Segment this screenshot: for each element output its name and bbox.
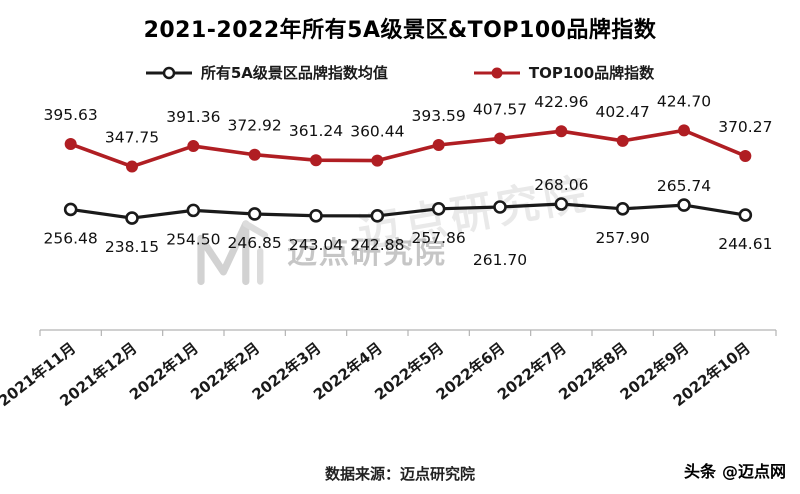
data-point-marker <box>126 160 138 173</box>
value-label: 372.92 <box>228 117 282 135</box>
value-label: 261.70 <box>473 251 527 269</box>
data-point-marker <box>677 198 691 212</box>
data-point-marker <box>187 140 200 153</box>
legend-item: 所有5A级景区品牌指数均值 <box>145 62 388 83</box>
watermark-text: 迈点研究院 <box>287 235 447 271</box>
data-point-marker <box>554 197 569 211</box>
data-source-note: 数据来源：迈点研究院 <box>324 465 475 483</box>
value-label: 422.96 <box>534 93 588 111</box>
data-point-marker <box>125 211 139 225</box>
data-point-marker <box>310 154 322 167</box>
value-label: 244.61 <box>718 235 772 253</box>
legend-marker-icon <box>473 67 520 78</box>
value-label: 265.74 <box>657 177 711 195</box>
publisher-credit: 头条 @迈点网 <box>684 458 786 482</box>
data-point-marker <box>371 154 384 167</box>
watermark: 迈点研究院 <box>193 202 447 297</box>
value-label: 268.06 <box>534 176 588 194</box>
watermark-logo <box>197 220 269 286</box>
value-label: 238.15 <box>105 238 159 256</box>
data-point-marker <box>370 209 385 223</box>
legend-marker-icon <box>145 66 192 79</box>
value-label: 361.24 <box>289 122 343 140</box>
value-label: 242.88 <box>350 236 404 254</box>
value-label: 391.36 <box>166 108 220 126</box>
data-point-marker <box>432 139 445 152</box>
value-label: 424.70 <box>657 92 711 110</box>
data-point-marker <box>493 200 507 214</box>
series-line <box>69 202 747 220</box>
data-point-marker <box>555 125 568 138</box>
value-label: 256.48 <box>44 229 98 247</box>
legend-item-label: 所有5A级景区品牌指数均值 <box>200 64 388 82</box>
value-label: 254.50 <box>166 230 220 248</box>
data-point-marker <box>615 201 630 216</box>
data-point-marker <box>64 138 77 151</box>
data-point-marker <box>739 149 752 162</box>
data-point-marker <box>738 208 753 222</box>
data-point-marker <box>616 134 629 147</box>
legend-item: TOP100品牌指数 <box>473 62 655 83</box>
data-point-marker <box>309 208 323 223</box>
toutiao-brand-label: 头条 <box>683 462 716 481</box>
publisher-handle: @迈点网 <box>721 462 786 481</box>
data-point-marker <box>494 132 506 145</box>
legend: 所有5A级景区品牌指数均值 TOP100品牌指数 <box>0 62 800 83</box>
legend-item-label: TOP100品牌指数 <box>528 64 655 82</box>
data-point-marker <box>186 203 201 218</box>
chart-title: 2021-2022年所有5A级景区&TOP100品牌指数 <box>143 18 657 43</box>
value-label: 257.86 <box>412 229 466 247</box>
data-point-marker <box>678 124 690 137</box>
value-label: 370.27 <box>718 118 772 136</box>
value-label: 347.75 <box>105 129 159 147</box>
value-label: 393.59 <box>412 107 466 125</box>
data-point-marker <box>247 207 262 221</box>
data-point-marker <box>63 202 78 217</box>
value-label: 257.90 <box>596 229 650 247</box>
value-label: 407.57 <box>473 100 527 118</box>
value-label: 402.47 <box>596 103 650 121</box>
value-label: 395.63 <box>44 106 98 124</box>
series-line <box>68 128 748 169</box>
value-label: 246.85 <box>228 234 282 252</box>
value-label: 243.04 <box>289 236 343 254</box>
data-point-marker <box>431 202 446 216</box>
data-point-marker <box>248 148 261 161</box>
value-label: 360.44 <box>350 123 404 141</box>
